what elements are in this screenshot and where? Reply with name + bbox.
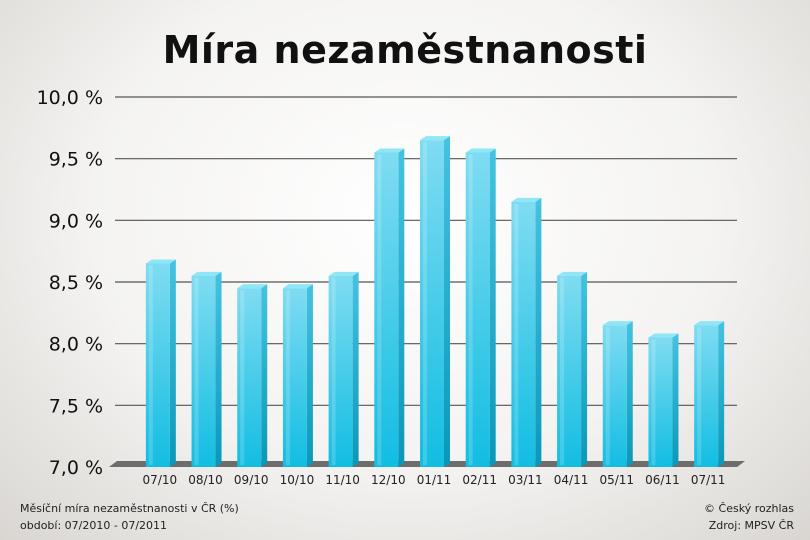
bar — [328, 271, 359, 467]
footer-left: Měsíční míra nezaměstnanosti v ČR (%) ob… — [20, 500, 239, 534]
chart-description: Měsíční míra nezaměstnanosti v ČR (%) — [20, 502, 239, 515]
bar-highlight — [651, 339, 656, 465]
bar-side — [672, 333, 679, 467]
x-tick-label: 04/11 — [554, 473, 589, 487]
bar-front — [420, 140, 444, 467]
x-tick-label: 06/11 — [645, 473, 680, 487]
bar — [374, 148, 405, 467]
bar-front — [328, 275, 353, 467]
bar — [237, 284, 268, 467]
y-tick-label: 8,0 % — [49, 334, 103, 356]
bar-front — [282, 288, 307, 467]
footer-right: © Český rozhlas Zdroj: MPSV ČR — [704, 500, 794, 534]
bar-side — [169, 259, 176, 467]
bar-side — [626, 321, 633, 467]
bar-highlight — [194, 277, 199, 465]
bar-top — [420, 136, 450, 141]
bar-highlight — [148, 265, 153, 465]
y-tick-label: 7,5 % — [49, 395, 103, 417]
x-tick-label: 02/11 — [462, 473, 497, 487]
bar — [511, 197, 542, 468]
x-tick-label: 09/10 — [234, 473, 269, 487]
bar-top — [511, 197, 542, 202]
bar — [191, 271, 222, 467]
bar-front — [602, 325, 627, 467]
bar-front — [511, 201, 536, 468]
bar-front — [374, 152, 399, 467]
bar-side — [581, 271, 588, 467]
bar-highlight — [377, 154, 382, 465]
bar-side — [352, 271, 359, 467]
bar — [557, 271, 588, 467]
copyright-text: © Český rozhlas — [704, 502, 794, 515]
bar-top — [191, 271, 222, 276]
bar-top — [282, 284, 313, 289]
bar-front — [145, 263, 170, 467]
bar-highlight — [423, 142, 427, 465]
y-tick-label: 10,0 % — [37, 87, 103, 109]
bar-highlight — [331, 277, 336, 465]
x-tick-label: 10/10 — [280, 473, 315, 487]
x-tick-label: 11/10 — [325, 473, 360, 487]
bar-side — [444, 136, 450, 467]
y-tick-label: 7,0 % — [49, 457, 103, 479]
bar-top — [374, 148, 405, 153]
bar-highlight — [514, 203, 519, 466]
bar-top — [694, 321, 725, 326]
bar-highlight — [240, 290, 245, 465]
bar-front — [694, 325, 719, 467]
bar-top — [145, 259, 176, 264]
bar — [648, 333, 679, 467]
bar-side — [261, 284, 268, 467]
x-tick-label: 05/11 — [599, 473, 634, 487]
bar-highlight — [560, 277, 565, 465]
x-tick-label: 07/11 — [691, 473, 726, 487]
bar — [465, 148, 496, 467]
bar — [420, 136, 450, 467]
bar-side — [306, 284, 313, 467]
bar-front — [191, 275, 216, 467]
bar-highlight — [697, 327, 702, 465]
bar-front — [465, 152, 490, 467]
bar-top — [237, 284, 268, 289]
bar — [282, 284, 313, 467]
chart-period: období: 07/2010 - 07/2011 — [20, 519, 168, 532]
bar — [602, 321, 633, 467]
bar-highlight — [605, 327, 610, 465]
chart-title: Míra nezaměstnanosti — [162, 28, 648, 72]
bar-top — [328, 271, 359, 276]
bar-front — [557, 275, 582, 467]
bar — [694, 321, 725, 467]
bar-side — [215, 271, 222, 467]
y-tick-label: 8,5 % — [49, 272, 103, 294]
source-text: Zdroj: MPSV ČR — [708, 519, 794, 532]
bar-front — [237, 288, 262, 467]
bar-side — [718, 321, 725, 467]
bar-side — [489, 148, 496, 467]
x-tick-label: 08/10 — [188, 473, 223, 487]
x-tick-label: 03/11 — [508, 473, 543, 487]
x-tick-label: 01/11 — [417, 473, 452, 487]
bar-top — [465, 148, 496, 153]
bar-top — [602, 321, 633, 326]
bar-highlight — [468, 154, 473, 465]
bar-front — [648, 337, 673, 467]
bar — [145, 259, 176, 467]
bar-side — [398, 148, 405, 467]
bar-highlight — [285, 290, 290, 465]
bar-top — [557, 271, 588, 276]
x-tick-label: 07/10 — [143, 473, 178, 487]
x-tick-label: 12/10 — [371, 473, 406, 487]
y-tick-label: 9,0 % — [49, 210, 103, 232]
bar-top — [648, 333, 679, 338]
bar-side — [535, 197, 542, 468]
y-tick-label: 9,5 % — [49, 149, 103, 171]
